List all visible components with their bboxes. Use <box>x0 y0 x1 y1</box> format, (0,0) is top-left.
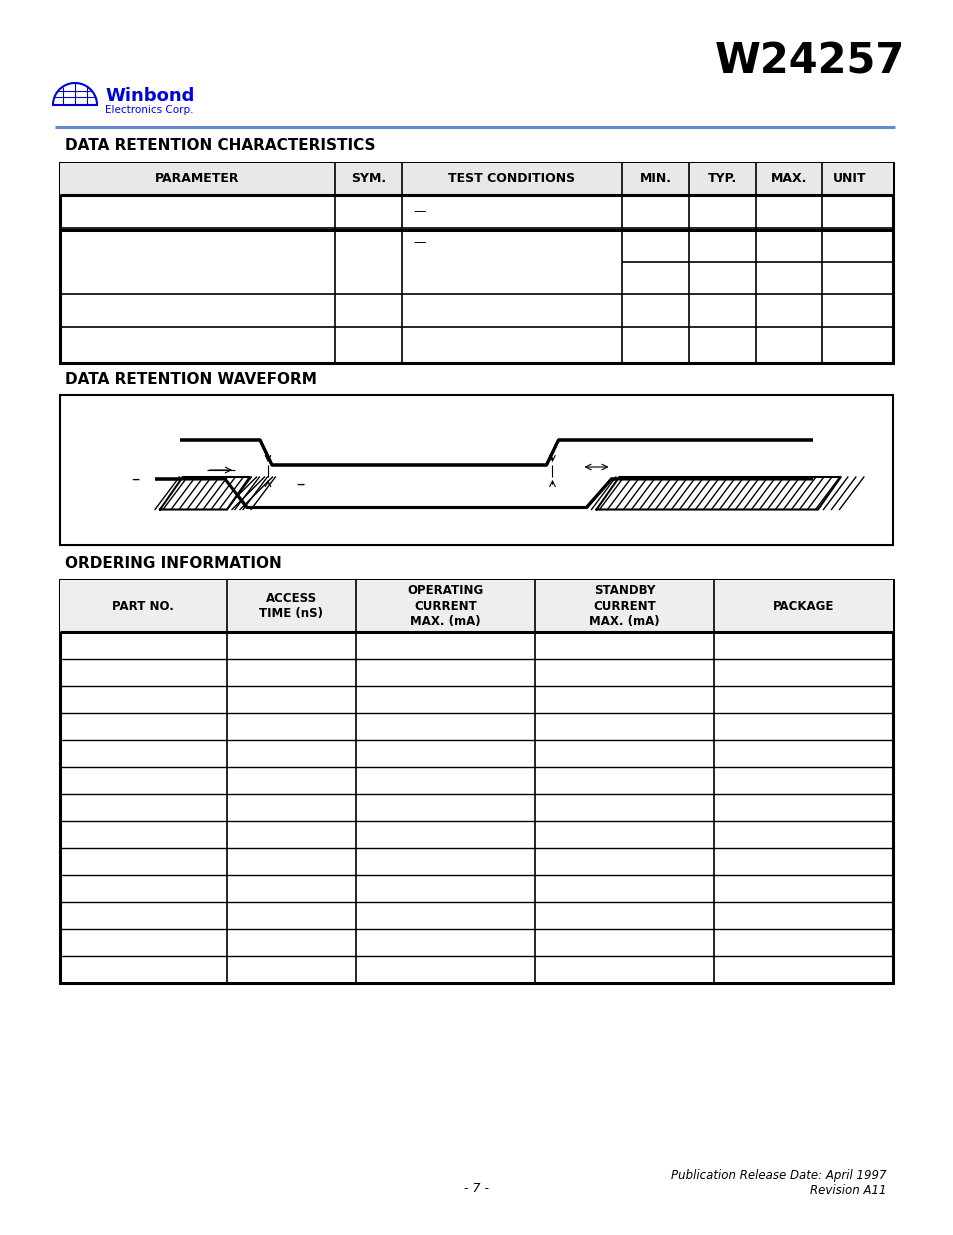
Polygon shape <box>160 477 250 510</box>
Text: Revision A11: Revision A11 <box>810 1183 886 1197</box>
Text: STANDBY
CURRENT
MAX. (mA): STANDBY CURRENT MAX. (mA) <box>588 584 659 627</box>
Bar <box>60 395 892 545</box>
Text: UNIT: UNIT <box>832 173 865 185</box>
Bar <box>60 580 892 632</box>
Text: TEST CONDITIONS: TEST CONDITIONS <box>448 173 575 185</box>
Text: –: – <box>295 475 304 493</box>
Text: - 7 -: - 7 - <box>464 1182 489 1194</box>
Text: Publication Release Date: April 1997: Publication Release Date: April 1997 <box>671 1168 886 1182</box>
Text: MIN.: MIN. <box>639 173 671 185</box>
Bar <box>60 163 892 363</box>
Text: ORDERING INFORMATION: ORDERING INFORMATION <box>65 556 281 571</box>
Text: MAX.: MAX. <box>770 173 806 185</box>
Text: Winbond: Winbond <box>105 86 194 105</box>
Text: SYM.: SYM. <box>351 173 385 185</box>
Text: –: – <box>131 471 139 488</box>
Text: DATA RETENTION WAVEFORM: DATA RETENTION WAVEFORM <box>65 373 316 388</box>
Text: —: — <box>413 205 426 219</box>
Text: —: — <box>413 236 426 249</box>
Bar <box>60 580 892 983</box>
Text: TYP.: TYP. <box>707 173 736 185</box>
Text: Electronics Corp.: Electronics Corp. <box>105 105 193 115</box>
Polygon shape <box>596 477 840 510</box>
Text: PART NO.: PART NO. <box>112 599 174 613</box>
Bar <box>60 163 892 195</box>
Text: DATA RETENTION CHARACTERISTICS: DATA RETENTION CHARACTERISTICS <box>65 137 375 152</box>
Text: PARAMETER: PARAMETER <box>155 173 239 185</box>
Text: W24257: W24257 <box>714 41 904 83</box>
Text: ACCESS
TIME (nS): ACCESS TIME (nS) <box>259 592 323 620</box>
Text: OPERATING
CURRENT
MAX. (mA): OPERATING CURRENT MAX. (mA) <box>407 584 483 627</box>
Text: PACKAGE: PACKAGE <box>772 599 833 613</box>
